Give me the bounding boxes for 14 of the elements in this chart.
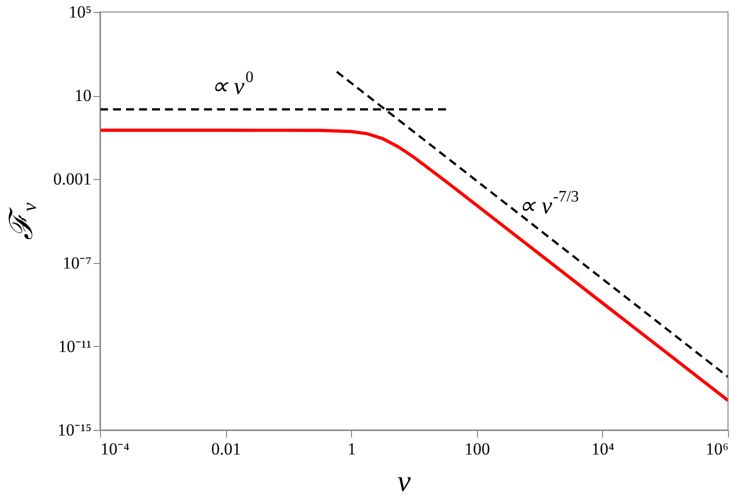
- x-tick-label: 10⁶: [706, 440, 729, 458]
- y-tick-label: 10: [74, 86, 92, 106]
- y-tick-label: 10⁵: [68, 2, 92, 22]
- x-tick-label: 10⁴: [591, 440, 614, 458]
- x-tick-label: 1: [347, 440, 356, 458]
- y-tick-label: 10⁻¹⁵: [57, 420, 92, 440]
- y-axis-title: ℱν: [3, 202, 41, 240]
- x-tick-label: 0.01: [211, 440, 241, 458]
- y-tick-label: 10⁻¹¹: [58, 336, 92, 356]
- x-tick-label: 100: [464, 440, 490, 458]
- x-tick-label: 10⁻⁴: [100, 440, 130, 458]
- x-axis-title: ν: [397, 465, 412, 498]
- y-tick-label: 10⁻⁷: [62, 253, 92, 272]
- y-tick-label: 0.001: [53, 170, 92, 189]
